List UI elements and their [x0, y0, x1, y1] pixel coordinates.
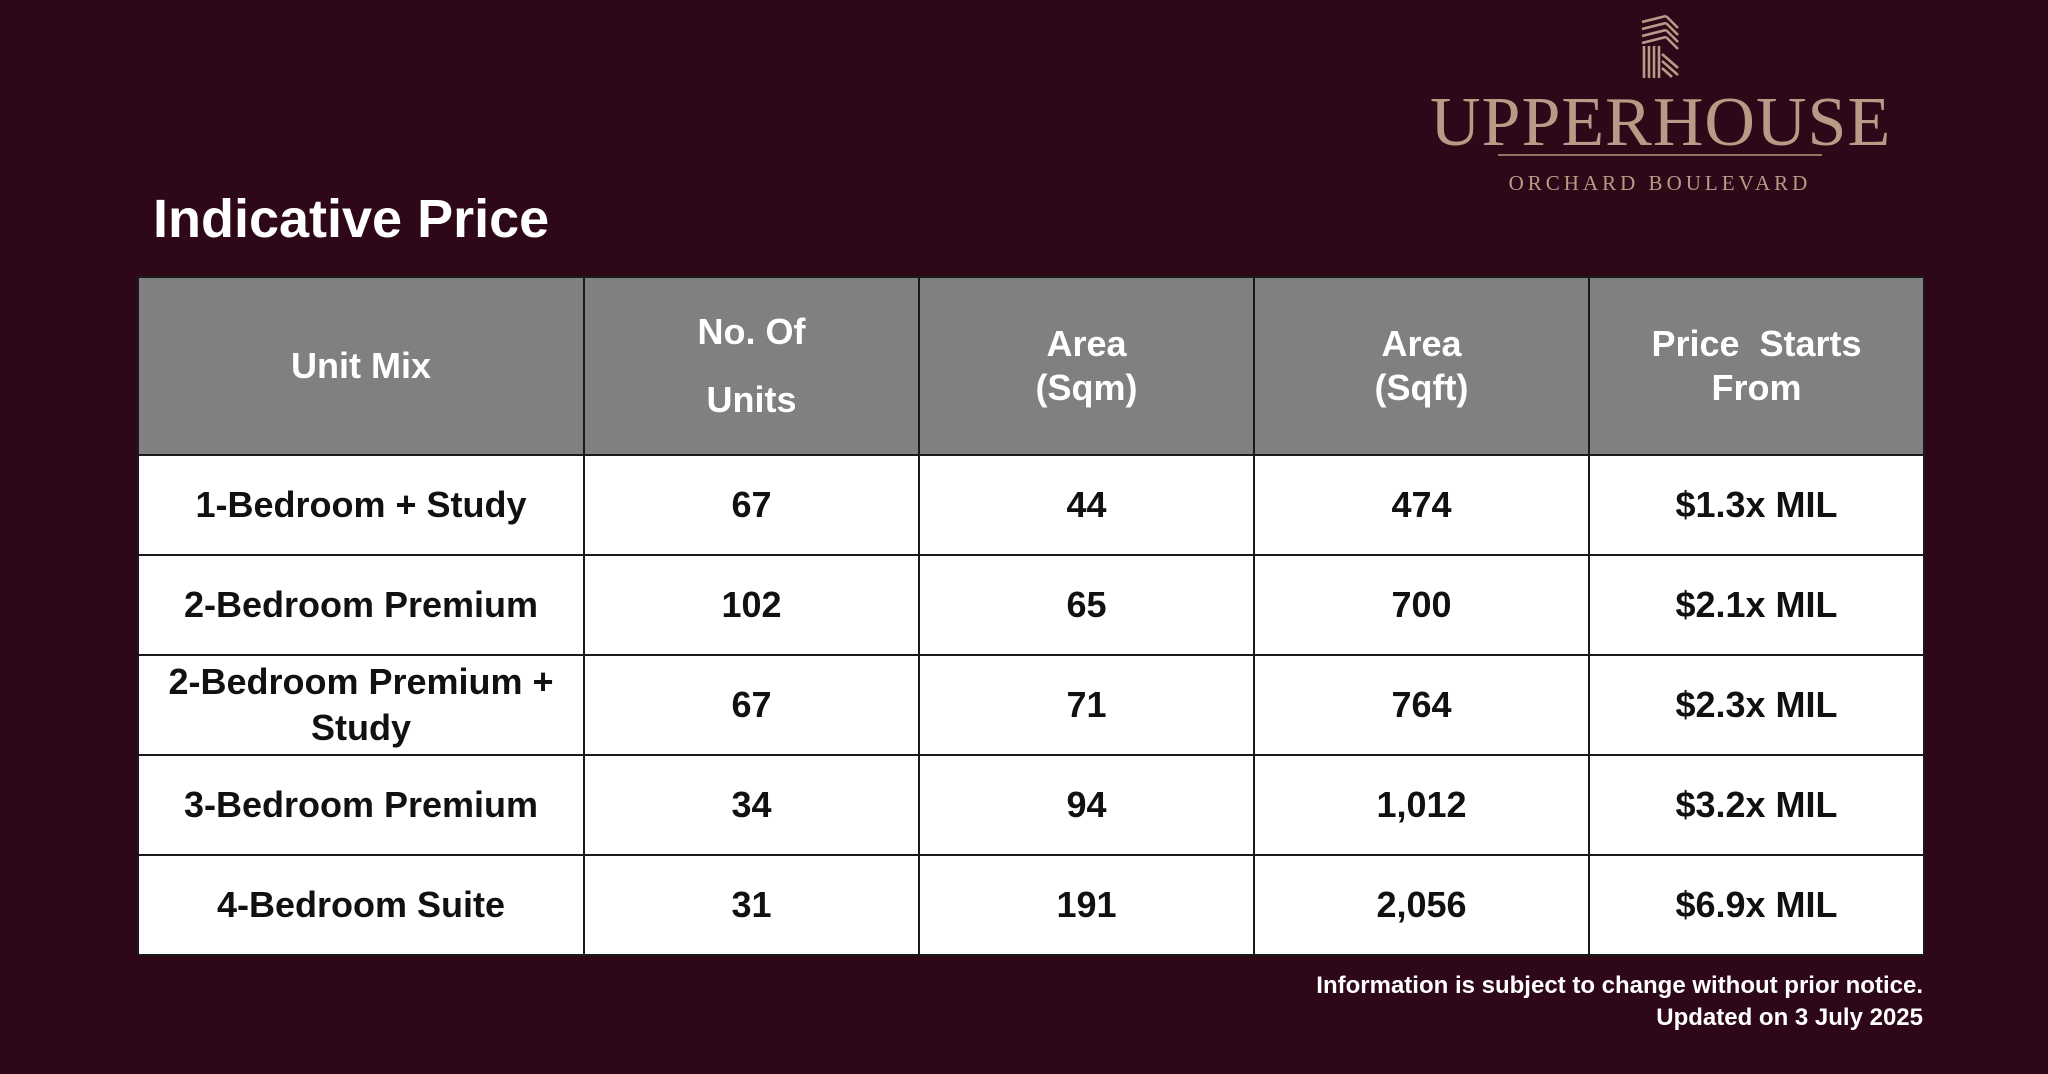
cell-area-sqm: 44 [918, 454, 1255, 556]
cell-price: $3.2x MIL [1588, 754, 1925, 856]
page-title: Indicative Price [153, 189, 550, 249]
footnotes: Information is subject to change without… [1316, 970, 1923, 1034]
logo-divider [1498, 154, 1822, 156]
cell-area-sqm: 65 [918, 554, 1255, 656]
brand-logo: UPPERHOUSE ORCHARD BOULEVARD [1430, 10, 1892, 195]
cell-area-sqft: 764 [1253, 654, 1590, 756]
cell-unit-mix: 1-Bedroom + Study [137, 454, 585, 556]
disclaimer-note: Information is subject to change without… [1316, 972, 1923, 999]
cell-units: 34 [583, 754, 920, 856]
table-row: 2-Bedroom Premium 102 65 700 $2.1x MIL [137, 554, 1925, 656]
logo-subtitle: ORCHARD BOULEVARD [1508, 171, 1812, 195]
price-table: Unit Mix No. Of Units Area (Sqm) Area (S… [137, 276, 1925, 956]
cell-units: 67 [583, 454, 920, 556]
header-units-line2: Units [706, 379, 797, 420]
header-area-sqft-line2: (Sqft) [1374, 367, 1469, 408]
logo-wordmark: UPPERHOUSE [1430, 84, 1892, 161]
cell-area-sqft: 1,012 [1253, 754, 1590, 856]
building-logo-icon [1641, 14, 1679, 78]
cell-units: 67 [583, 654, 920, 756]
cell-unit-mix: 2-Bedroom Premium [137, 554, 585, 656]
table-row: 1-Bedroom + Study 67 44 474 $1.3x MIL [137, 454, 1925, 556]
table-header-row: Unit Mix No. Of Units Area (Sqm) Area (S… [137, 276, 1925, 456]
cell-price: $2.3x MIL [1588, 654, 1925, 756]
header-area-sqm-line1: Area [1046, 323, 1127, 364]
updated-date-note: Updated on 3 July 2025 [1656, 1004, 1923, 1031]
header-area-sqft: Area (Sqft) [1253, 276, 1590, 456]
header-price-line1: Price Starts [1651, 323, 1862, 364]
cell-unit-mix: 3-Bedroom Premium [137, 754, 585, 856]
header-area-sqm-line2: (Sqm) [1035, 367, 1138, 408]
header-area-sqm: Area (Sqm) [918, 276, 1255, 456]
cell-price: $1.3x MIL [1588, 454, 1925, 556]
cell-area-sqft: 2,056 [1253, 854, 1590, 956]
cell-area-sqft: 474 [1253, 454, 1590, 556]
header-unit-mix: Unit Mix [137, 276, 585, 456]
cell-price: $6.9x MIL [1588, 854, 1925, 956]
cell-unit-mix: 4-Bedroom Suite [137, 854, 585, 956]
cell-units: 31 [583, 854, 920, 956]
table-row: 2-Bedroom Premium + Study 67 71 764 $2.3… [137, 654, 1925, 756]
table-row: 3-Bedroom Premium 34 94 1,012 $3.2x MIL [137, 754, 1925, 856]
cell-price: $2.1x MIL [1588, 554, 1925, 656]
header-area-sqft-line1: Area [1381, 323, 1462, 364]
header-units-line1: No. Of [697, 311, 806, 352]
cell-area-sqm: 191 [918, 854, 1255, 956]
cell-unit-mix: 2-Bedroom Premium + Study [137, 654, 585, 756]
cell-area-sqm: 94 [918, 754, 1255, 856]
cell-area-sqm: 71 [918, 654, 1255, 756]
header-price-starts-from: Price Starts From [1588, 276, 1925, 456]
header-price-line2: From [1711, 367, 1802, 408]
cell-units: 102 [583, 554, 920, 656]
cell-area-sqft: 700 [1253, 554, 1590, 656]
header-no-of-units: No. Of Units [583, 276, 920, 456]
table-row: 4-Bedroom Suite 31 191 2,056 $6.9x MIL [137, 854, 1925, 956]
header-unit-mix-label: Unit Mix [291, 345, 431, 386]
